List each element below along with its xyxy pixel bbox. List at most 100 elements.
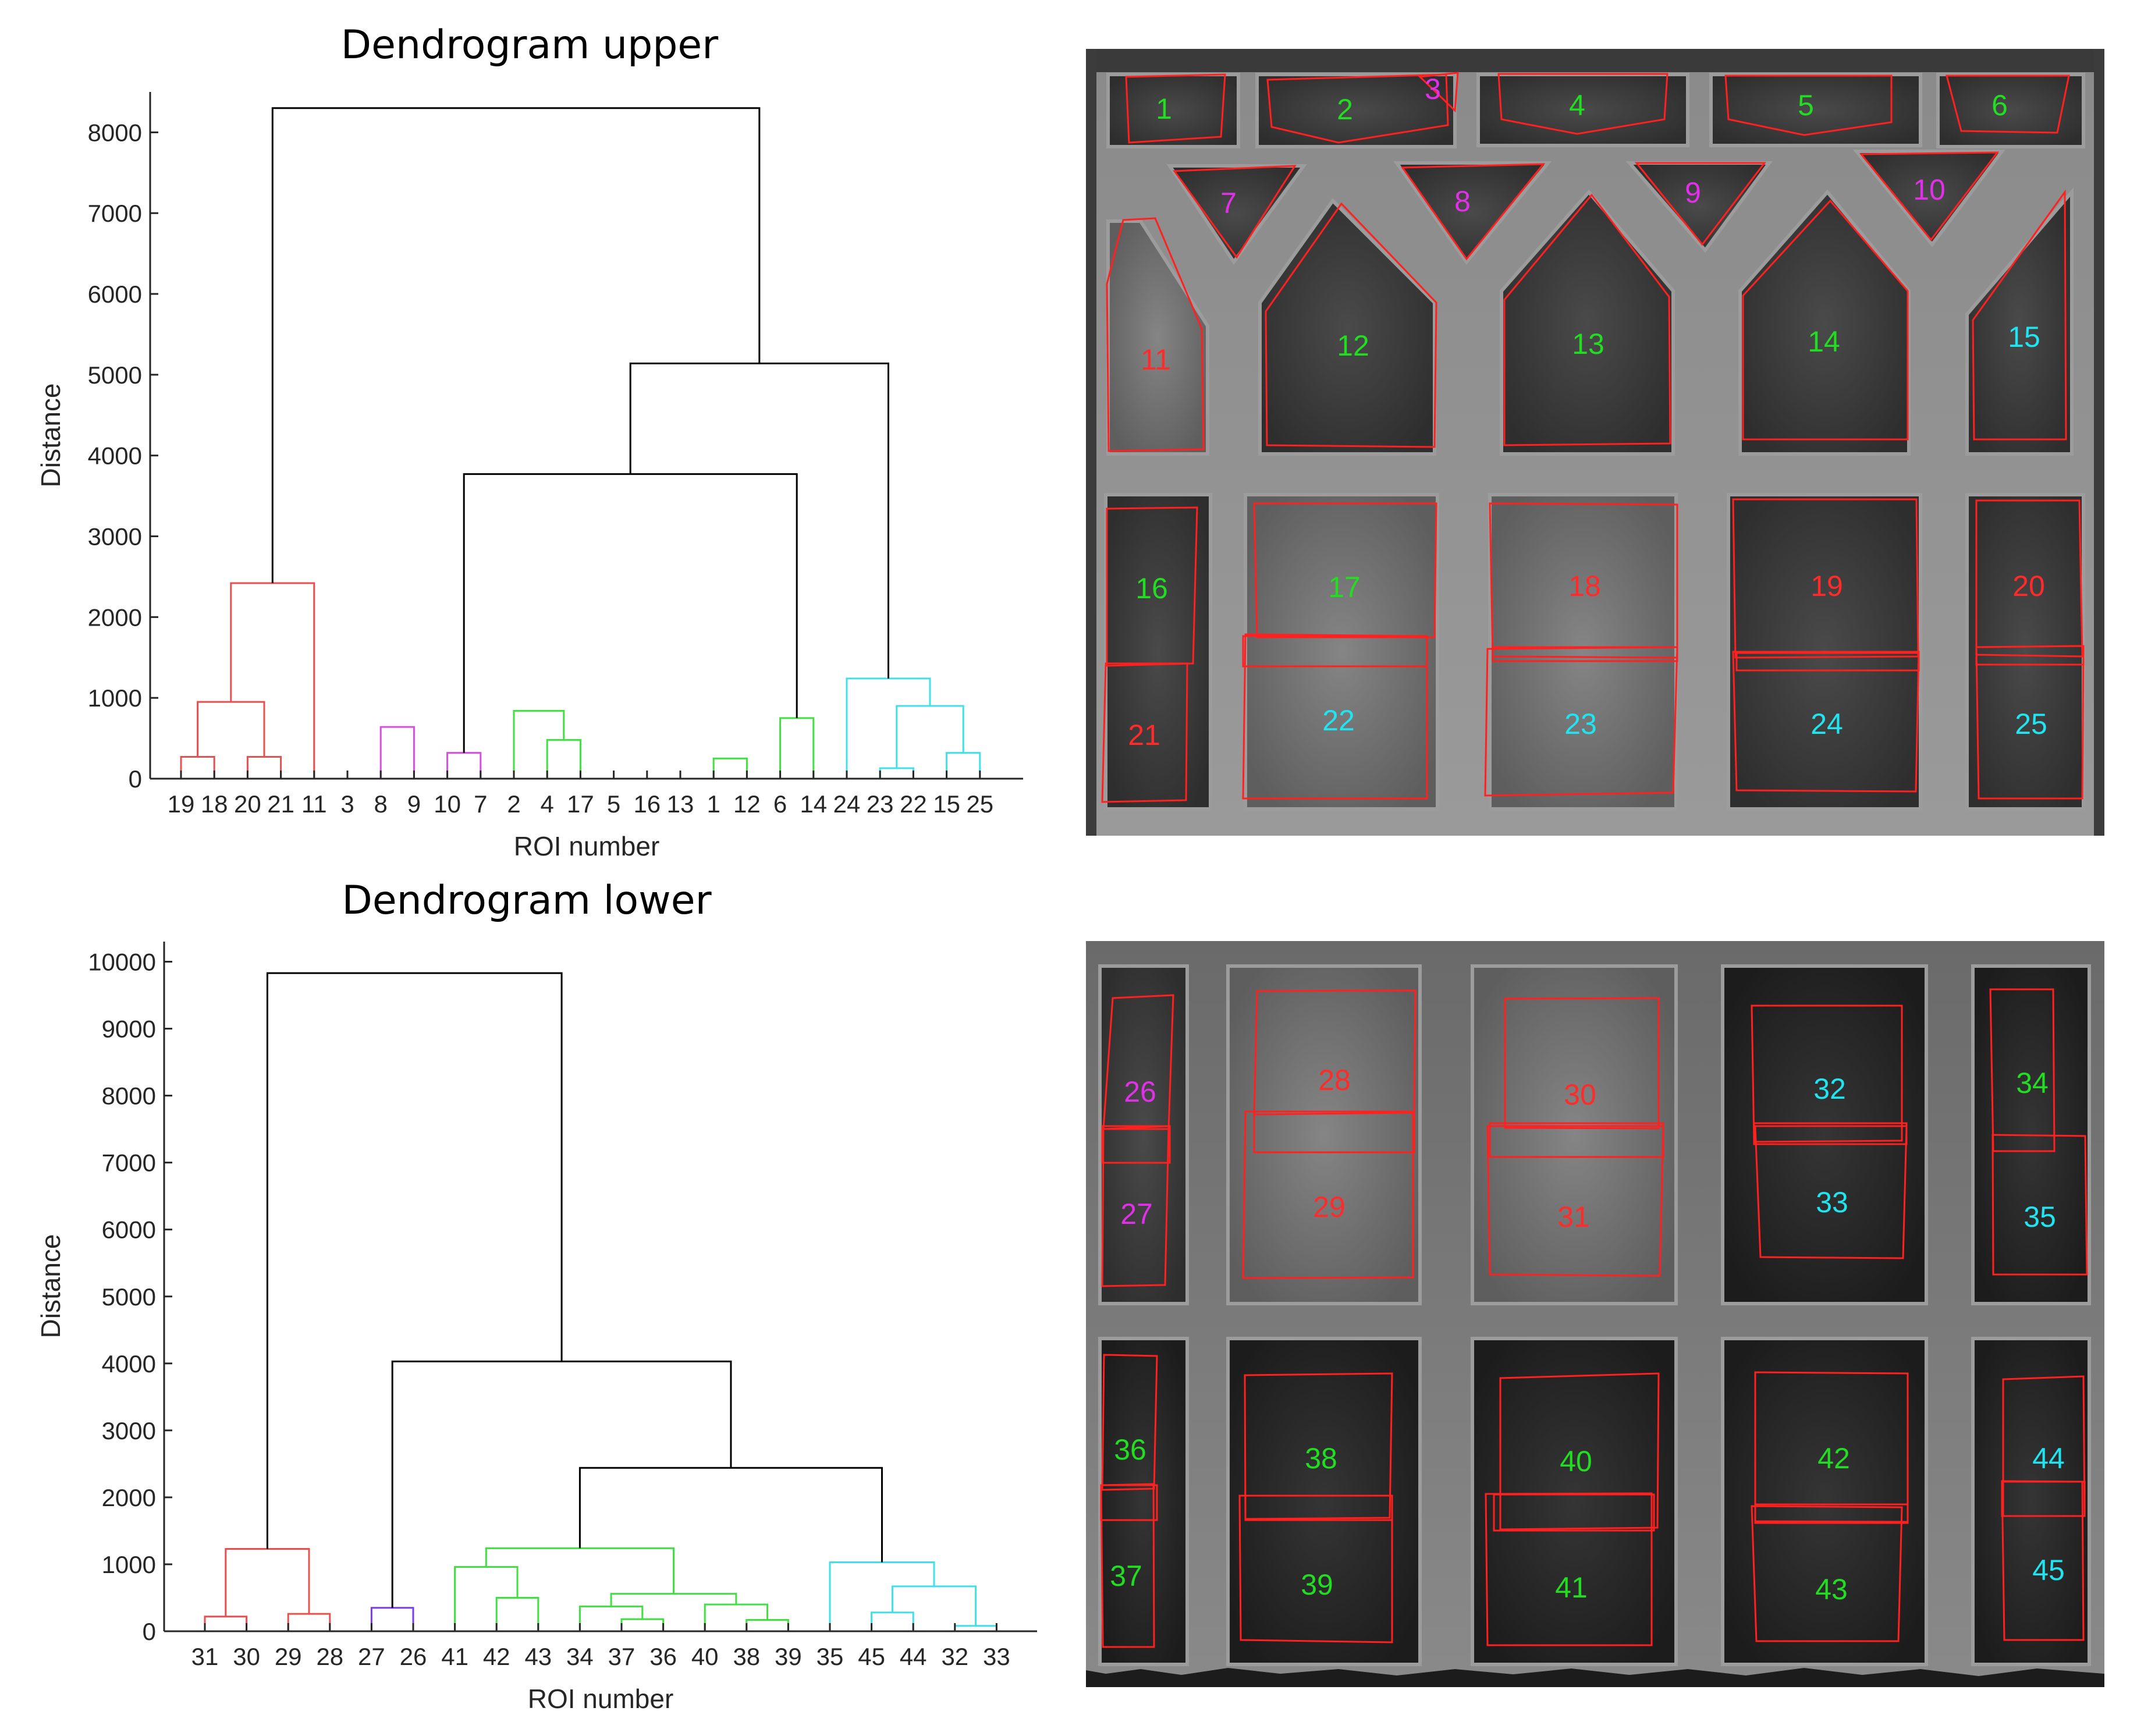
- roi-number: 15: [2008, 321, 2040, 353]
- roi-outline: [1173, 165, 1297, 259]
- glass-pane: [1098, 1337, 1189, 1666]
- leaf-label: 22: [900, 790, 927, 818]
- roi-number: 32: [1813, 1073, 1846, 1105]
- y-tick-label: 5000: [102, 1283, 156, 1311]
- leaf-label: 13: [667, 790, 694, 818]
- roi-number: 12: [1337, 329, 1369, 362]
- glass-pane: [1971, 1337, 2091, 1666]
- roi-number: 41: [1555, 1571, 1588, 1604]
- roi-overlap-band: [1492, 646, 1678, 662]
- roi-overlap-band: [1242, 635, 1428, 668]
- roi-number: 19: [1810, 570, 1843, 602]
- roi-outline: [1724, 74, 1893, 136]
- dendrogram-link: [287, 1613, 331, 1631]
- roi-number: 21: [1128, 719, 1160, 751]
- roi-outline: [1504, 997, 1660, 1130]
- dendrogram-link: [896, 705, 964, 768]
- dendrogram-link: [871, 1611, 914, 1631]
- roi-number: 2: [1337, 93, 1353, 126]
- dendrogram-link: [746, 1618, 789, 1631]
- roi-number: 44: [2032, 1442, 2065, 1475]
- leaf-label: 38: [733, 1643, 760, 1670]
- y-tick-label: 8000: [102, 1082, 156, 1110]
- roi-outline: [1244, 1372, 1393, 1520]
- roi-number: 14: [1808, 325, 1840, 358]
- leaf-label: 42: [483, 1643, 510, 1670]
- roi-number: 35: [2024, 1201, 2056, 1233]
- y-axis-label: Distance: [36, 384, 66, 488]
- leaf-label: 14: [800, 790, 827, 818]
- roi-number: 38: [1305, 1442, 1337, 1475]
- y-tick-label: 3000: [88, 523, 142, 551]
- roi-overlap-band: [1753, 1122, 1908, 1145]
- roi-outline: [1946, 74, 2070, 134]
- dendrogram-link: [629, 362, 889, 679]
- roi-labels: 26 27 28 29 30 31 32 33 34 35 36 37 38 39 40 41 42 43 44 45: [1110, 1064, 2065, 1606]
- y-tick-label: 10000: [88, 949, 156, 976]
- dendrogram-link: [225, 1547, 310, 1617]
- leaf-label: 24: [833, 790, 861, 818]
- glass-pane: [1721, 964, 1928, 1305]
- leaf-label: 15: [933, 790, 960, 818]
- x-axis-leaf-labels: 19 18 20 21 11 3 8 9 10 7 2 4 17 5 16 13 1 12 6 14 24 23 22 15 2…: [168, 771, 993, 818]
- roi-overlap-band: [1101, 1125, 1171, 1164]
- y-tick-label: 6000: [102, 1216, 156, 1244]
- roi-number: 33: [1816, 1186, 1848, 1219]
- leaf-label: 30: [233, 1643, 260, 1670]
- leaf-label: 29: [275, 1643, 302, 1670]
- dendrogram-link: [513, 709, 565, 779]
- glass-pane: [1852, 150, 2005, 247]
- dendrogram-link: [485, 1547, 674, 1594]
- roi-outline: [1418, 72, 1459, 113]
- roi-number: 16: [1135, 572, 1168, 605]
- x-axis-label: ROI number: [528, 1684, 674, 1714]
- dendrogram-link: [454, 1566, 519, 1631]
- dendrogram-link: [271, 107, 761, 584]
- roi-outline: [1859, 151, 2000, 242]
- axes: [149, 92, 1023, 780]
- roi-overlap-band: [1100, 1484, 1158, 1521]
- roi-outline: [1989, 988, 2056, 1152]
- roi-overlap-band: [1975, 645, 2085, 666]
- y-tick-label: 9000: [102, 1016, 156, 1043]
- leaf-label: 1: [707, 790, 720, 818]
- leaf-label: 10: [434, 790, 461, 818]
- roi-number: 23: [1564, 708, 1597, 740]
- roi-overlap-band: [1493, 1493, 1655, 1532]
- leaf-label: 19: [168, 790, 195, 818]
- dendrogram-link: [391, 1360, 732, 1608]
- y-tick-label: 5000: [88, 361, 142, 389]
- x-axis-leaf-labels: 31 30 29 28 27 26 41 42 43 34 37 36 40 38 39 35 45 44 32 33: [191, 1623, 1010, 1670]
- y-axis-ticks: 0 1000 2000 3000 4000 5000 6000 7000 8000: [88, 119, 158, 793]
- roi-outline: [1991, 1134, 2088, 1276]
- dendrogram-link: [379, 726, 415, 779]
- glass-pane: [1255, 73, 1457, 148]
- glass-pane: [1104, 493, 1212, 811]
- roi-number: 26: [1124, 1075, 1156, 1108]
- roi-number: 42: [1817, 1442, 1850, 1475]
- axes: [163, 942, 1037, 1632]
- leaf-label: 43: [524, 1643, 552, 1670]
- roi-outline: [1975, 499, 2083, 658]
- glass-pane: [1936, 73, 2085, 148]
- leaf-label: 27: [358, 1643, 385, 1670]
- roi-number: 22: [1322, 704, 1355, 737]
- roi-outline: [1751, 1004, 1903, 1143]
- roi-number: 45: [2032, 1554, 2065, 1586]
- glass-pane: [1226, 1337, 1422, 1666]
- roi-number: 5: [1798, 89, 1814, 122]
- leaf-label: 2: [507, 790, 520, 818]
- leaf-label: 11: [301, 790, 327, 818]
- roi-number: 1: [1156, 93, 1172, 125]
- glass-pane: [1965, 187, 2074, 456]
- roi-outline: [1106, 217, 1205, 452]
- dendrogram-link: [495, 1596, 539, 1631]
- roi-overlap-band: [1253, 1110, 1415, 1153]
- y-axis-label: Distance: [36, 1234, 66, 1339]
- glass-pane: [1166, 164, 1307, 265]
- roi-number: 24: [1810, 708, 1843, 740]
- roi-outline: [1742, 199, 1909, 441]
- leaf-label: 25: [966, 790, 993, 818]
- glass-pane: [1393, 161, 1552, 265]
